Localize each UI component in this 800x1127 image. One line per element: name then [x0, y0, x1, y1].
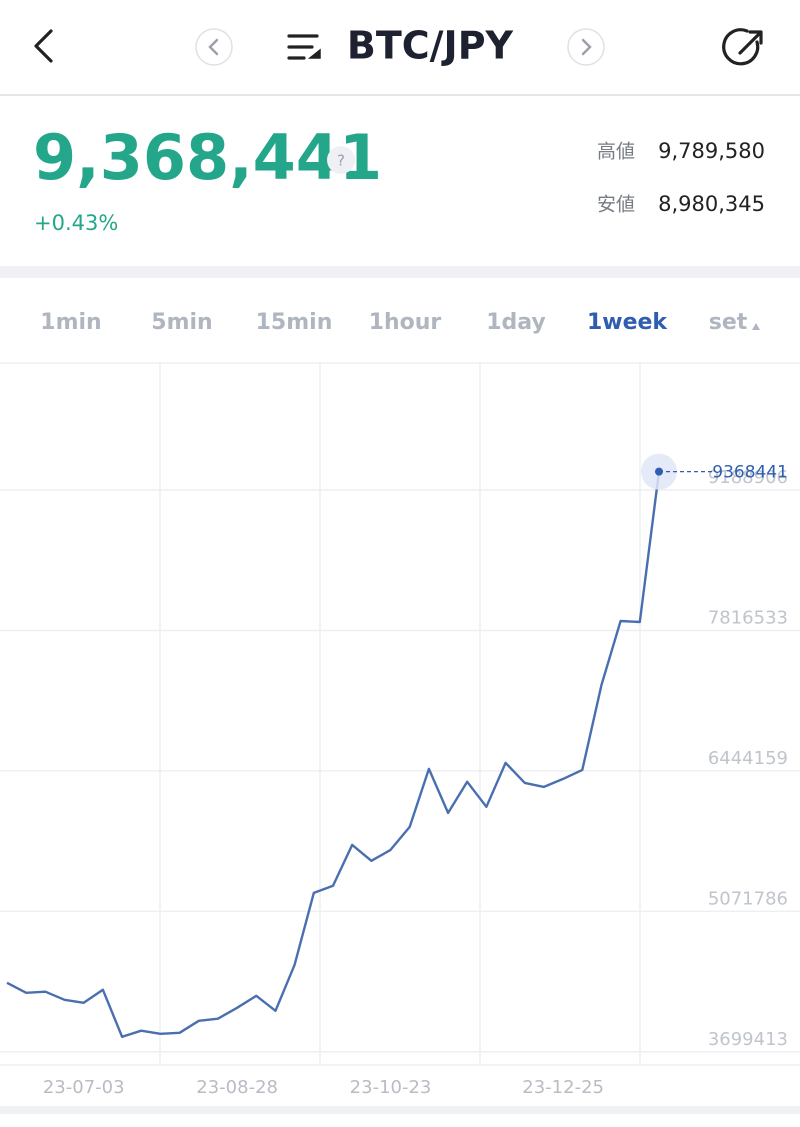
interval-tab[interactable]: set	[709, 310, 748, 335]
pair-title: BTC/JPY	[347, 24, 514, 68]
vertical-grid	[159, 363, 641, 1065]
interval-tab[interactable]: 1day	[486, 310, 546, 335]
y-tick-label: 7816533	[708, 607, 788, 628]
y-tick-label: 6444159	[708, 748, 788, 769]
x-tick-label: 23-07-03	[43, 1077, 125, 1098]
x-tick-label: 23-08-28	[196, 1077, 278, 1098]
header-bar	[0, 0, 800, 95]
bottom-divider	[0, 1106, 800, 1114]
settings-caret	[752, 323, 760, 330]
back-button[interactable]	[34, 29, 53, 63]
last-price: 9,368,441	[33, 121, 382, 194]
high-label: 高値	[597, 141, 635, 163]
interval-tab[interactable]: 1hour	[369, 310, 442, 335]
price-line	[6, 471, 661, 1038]
y-tick-label: 9188906	[708, 467, 788, 488]
next-pair-button[interactable]	[567, 28, 605, 66]
interval-tab[interactable]: 15min	[256, 310, 333, 335]
interval-tab[interactable]: 1min	[40, 310, 101, 335]
y-tick-label: 3699413	[708, 1029, 788, 1050]
interval-tab[interactable]: 5min	[151, 310, 212, 335]
price-change: +0.43%	[34, 211, 118, 235]
share-button[interactable]	[722, 28, 763, 66]
low-price: 8,980,345	[658, 192, 765, 216]
last-price-label: 9368441	[712, 463, 788, 483]
x-tick-label: 23-10-23	[350, 1077, 432, 1098]
interval-tab[interactable]: 1week	[587, 310, 668, 335]
y-tick-label: 5071786	[708, 888, 788, 909]
low-label: 安値	[597, 194, 635, 216]
menu-icon[interactable]	[287, 34, 321, 60]
x-tick-label: 23-12-25	[522, 1077, 604, 1098]
section-divider	[0, 266, 800, 278]
help-icon[interactable]	[327, 146, 355, 174]
help-mark[interactable]: ?	[337, 152, 345, 170]
high-price: 9,789,580	[658, 139, 765, 163]
prev-pair-button[interactable]	[195, 28, 233, 66]
